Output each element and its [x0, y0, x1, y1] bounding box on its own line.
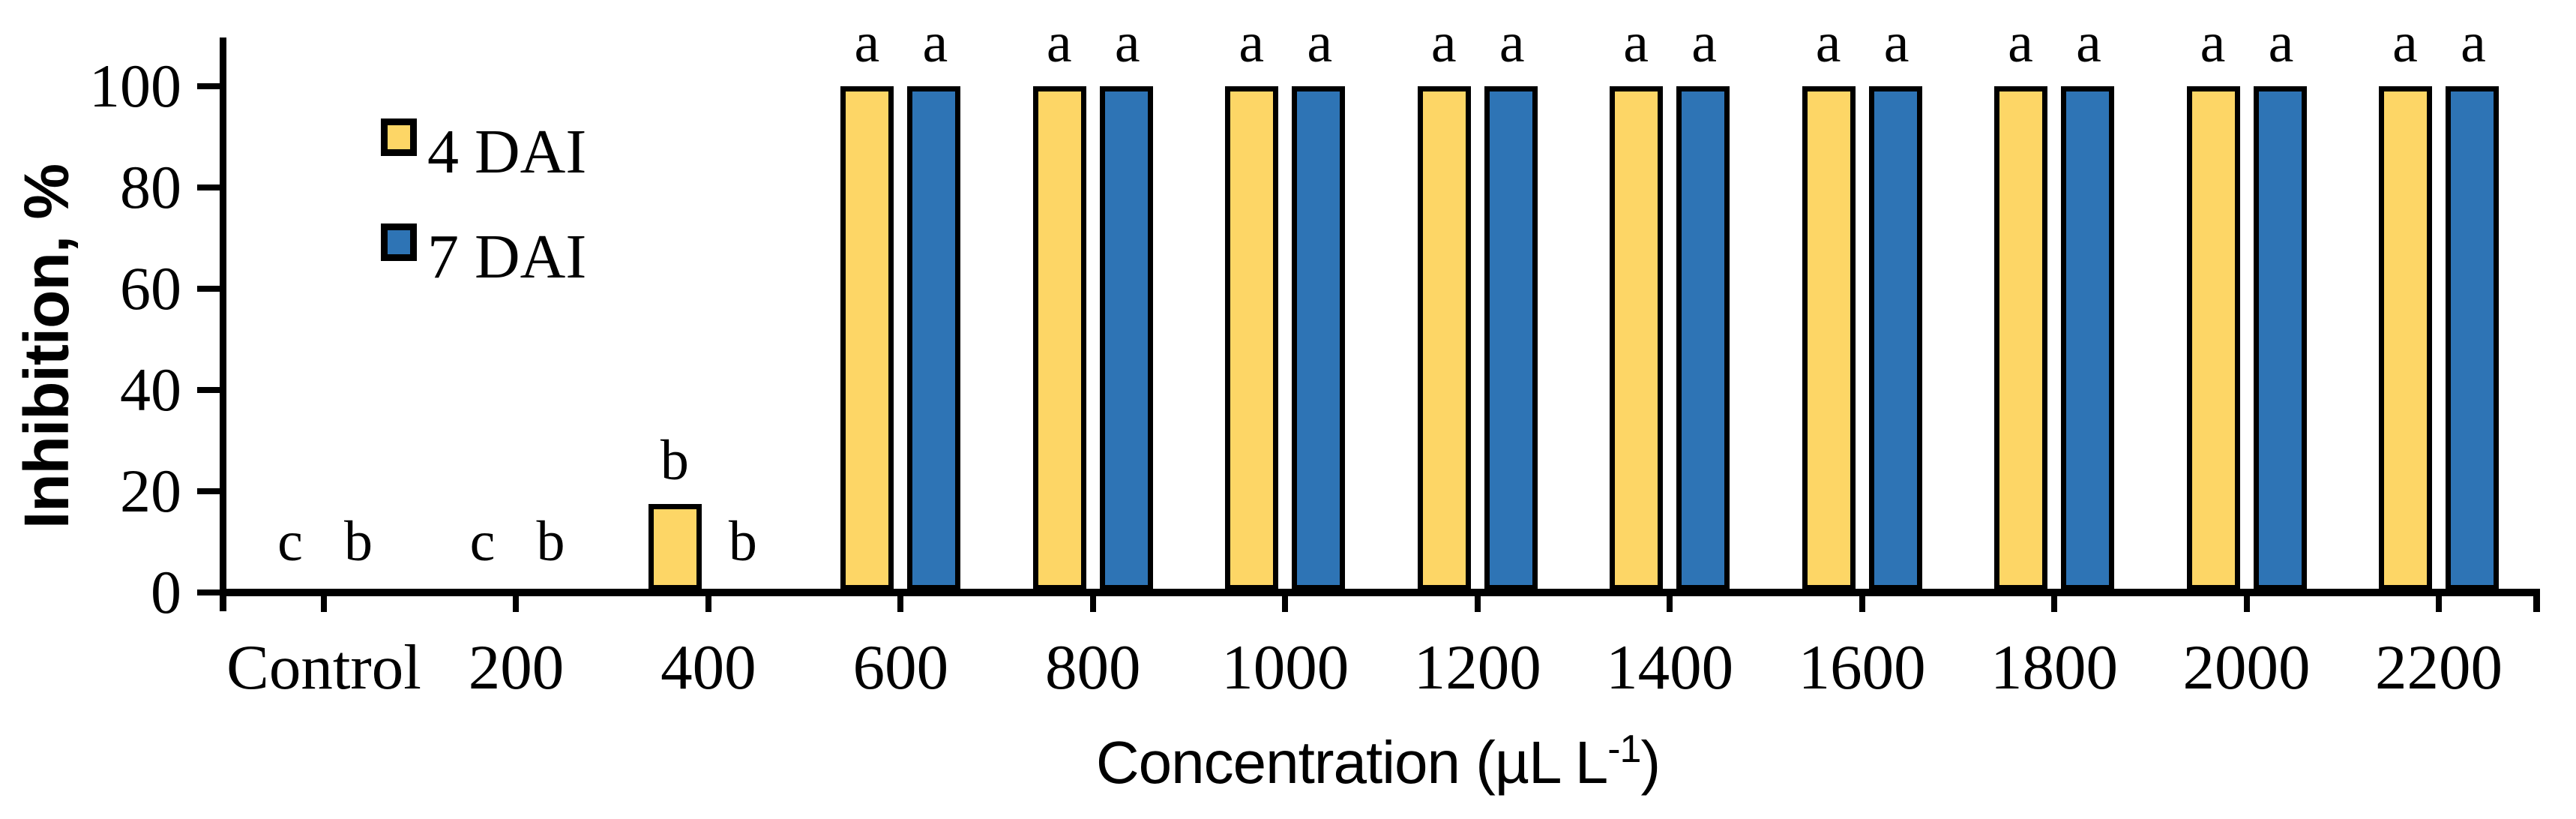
- bar-4dai-1400: [1610, 86, 1664, 590]
- sig-letter: a: [922, 11, 948, 74]
- x-axis-line: [220, 589, 2540, 596]
- x-axis-title-superscript: -1: [1607, 728, 1641, 771]
- sig-letter: b: [536, 510, 565, 573]
- x-tick: [321, 592, 327, 612]
- legend-label-7dai: 7 DAI: [427, 222, 587, 292]
- bar-4dai-1600: [1802, 86, 1856, 590]
- y-tick: [197, 83, 220, 89]
- y-tick-label: 0: [151, 558, 181, 626]
- bar-7dai-1200: [1484, 86, 1538, 590]
- bar-7dai-2200: [2445, 86, 2499, 590]
- sig-letter: a: [2461, 11, 2486, 74]
- bar-7dai-600: [907, 86, 961, 590]
- x-axis-title-main: Concentration (µL L: [1095, 729, 1608, 796]
- bar-4dai-2200: [2378, 86, 2432, 590]
- sig-letter: a: [1499, 11, 1525, 74]
- y-axis-line: [220, 38, 226, 611]
- sig-letter: a: [1307, 11, 1333, 74]
- sig-letter: b: [344, 510, 373, 573]
- x-tick: [2435, 592, 2442, 612]
- sig-letter: a: [1815, 11, 1841, 74]
- x-tick-label: 400: [660, 632, 756, 703]
- x-tick-label: 200: [468, 632, 565, 703]
- x-tick-label: 1600: [1798, 632, 1926, 703]
- bar-7dai-800: [1099, 86, 1153, 590]
- bar-4dai-1000: [1225, 86, 1279, 590]
- sig-letter: b: [728, 510, 757, 573]
- sig-letter: a: [1114, 11, 1140, 74]
- x-tick: [1667, 592, 1673, 612]
- x-tick-label: 1400: [1606, 632, 1734, 703]
- y-tick-label: 20: [120, 457, 181, 525]
- legend-swatch-4dai: [381, 118, 417, 156]
- sig-letter: a: [1239, 11, 1265, 74]
- x-tick: [1282, 592, 1289, 612]
- bar-4dai-2000: [2186, 86, 2240, 590]
- x-tick: [513, 592, 520, 612]
- x-tick: [2243, 592, 2250, 612]
- y-tick-label: 80: [120, 153, 181, 221]
- x-tick-label: 800: [1045, 632, 1141, 703]
- x-tick-label: 1000: [1221, 632, 1349, 703]
- bar-7dai-2000: [2253, 86, 2307, 590]
- x-tick: [1474, 592, 1481, 612]
- sig-letter: a: [854, 11, 880, 74]
- sig-letter: a: [2268, 11, 2294, 74]
- y-tick: [197, 184, 220, 190]
- x-tick: [2051, 592, 2058, 612]
- sig-letter: a: [2008, 11, 2033, 74]
- sig-letter: a: [1883, 11, 1910, 74]
- bar-7dai-1800: [2061, 86, 2115, 590]
- sig-letter: a: [2200, 11, 2226, 74]
- x-axis-title-close-paren: ): [1640, 729, 1661, 796]
- bar-7dai-1000: [1292, 86, 1346, 590]
- y-tick: [197, 488, 220, 494]
- legend-swatch-7dai: [381, 224, 417, 261]
- bar-4dai-800: [1032, 86, 1086, 590]
- y-tick-label: 100: [89, 52, 181, 120]
- x-tick: [705, 592, 711, 612]
- sig-letter: c: [277, 510, 303, 573]
- bar-4dai-600: [840, 86, 894, 590]
- sig-letter: a: [1430, 11, 1457, 74]
- bar-4dai-1800: [1994, 86, 2048, 590]
- x-tick: [897, 592, 904, 612]
- sig-letter: c: [469, 510, 496, 573]
- legend-label-4dai: 4 DAI: [427, 117, 587, 187]
- sig-letter: a: [2392, 11, 2418, 74]
- x-tick-label: 2000: [2182, 632, 2311, 703]
- x-tick: [1089, 592, 1096, 612]
- sig-letter: a: [1691, 11, 1717, 74]
- x-tick: [1859, 592, 1865, 612]
- y-tick: [197, 286, 220, 292]
- bar-4dai-400: [648, 503, 702, 590]
- x-tick-label: Control: [226, 632, 421, 703]
- x-tick-label: 1200: [1413, 632, 1541, 703]
- bar-7dai-1400: [1676, 86, 1730, 590]
- bar-4dai-1200: [1417, 86, 1471, 590]
- sig-letter: b: [660, 428, 689, 492]
- y-tick-label: 60: [120, 254, 181, 322]
- x-axis-title: Concentration (µL L-1): [853, 722, 1903, 812]
- bar-7dai-1600: [1868, 86, 1922, 590]
- y-tick: [197, 590, 220, 596]
- sig-letter: a: [1046, 11, 1072, 74]
- sig-letter: a: [2076, 11, 2101, 74]
- x-axis-end-tick: [2533, 592, 2540, 612]
- y-tick: [197, 387, 220, 393]
- sig-letter: a: [1623, 11, 1649, 74]
- x-tick-label: 2200: [2374, 632, 2503, 703]
- x-tick-label: 600: [852, 632, 949, 703]
- x-tick-label: 1800: [1990, 632, 2119, 703]
- y-tick-label: 40: [120, 356, 181, 424]
